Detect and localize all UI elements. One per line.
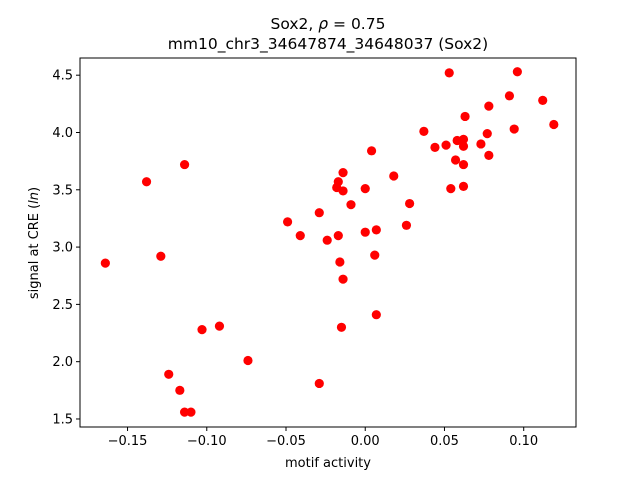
x-tick-label: 0.10 xyxy=(509,434,538,449)
data-point xyxy=(371,225,381,235)
data-point xyxy=(156,251,166,261)
data-point xyxy=(360,184,370,194)
x-tick-label: −0.15 xyxy=(108,434,148,449)
x-tick-label: −0.05 xyxy=(266,434,306,449)
data-point xyxy=(214,321,225,331)
y-tick-label: 3.5 xyxy=(52,183,73,198)
y-tick-label: 1.5 xyxy=(52,412,73,427)
data-point xyxy=(186,407,196,417)
x-tick-label: −0.10 xyxy=(187,434,227,449)
data-point xyxy=(282,217,293,227)
data-point xyxy=(322,235,332,245)
data-point xyxy=(419,126,429,136)
chart-title-rho-symbol: ρ xyxy=(318,15,328,33)
data-point xyxy=(458,159,469,170)
data-point xyxy=(458,181,469,191)
data-point xyxy=(164,369,174,379)
y-tick-label: 2.5 xyxy=(52,298,73,313)
x-tick-label: 0.05 xyxy=(430,434,459,449)
data-point xyxy=(512,67,522,77)
chart-subtitle: mm10_chr3_34647874_34648037 (Sox2) xyxy=(168,35,488,54)
data-point xyxy=(346,200,356,210)
data-point xyxy=(405,198,415,209)
data-point xyxy=(444,68,454,78)
plot-frame xyxy=(79,57,577,428)
y-tick-label: 3.0 xyxy=(52,241,73,256)
y-axis-label-italic: ln xyxy=(27,192,42,204)
data-point xyxy=(175,385,185,395)
chart-title-rho-value: = 0.75 xyxy=(328,15,385,33)
data-point xyxy=(509,124,519,134)
data-point xyxy=(179,159,190,170)
data-point xyxy=(549,119,559,130)
data-point xyxy=(401,220,412,230)
data-point xyxy=(446,184,456,194)
data-point xyxy=(538,95,548,105)
y-axis: 1.5 2.0 2.5 3.0 3.5 4.0 4.5 xyxy=(52,69,80,427)
data-point xyxy=(179,407,190,417)
data-point xyxy=(460,111,470,122)
chart-title: Sox2, ρ = 0.75 xyxy=(271,15,386,33)
data-point xyxy=(482,129,492,139)
data-point xyxy=(338,168,348,178)
chart-title-prefix: Sox2, xyxy=(271,15,319,33)
data-point xyxy=(458,134,469,144)
data-point xyxy=(295,231,305,241)
data-point xyxy=(458,141,469,151)
points-layer xyxy=(100,67,559,417)
y-axis-label-prefix: signal at CRE ( xyxy=(27,204,42,299)
data-point xyxy=(450,155,461,165)
data-point xyxy=(314,208,324,218)
y-axis-label-suffix: ) xyxy=(27,187,42,192)
data-point xyxy=(333,231,343,241)
x-axis: −0.15 −0.10 −0.05 0.00 0.05 0.10 xyxy=(108,427,538,449)
data-point xyxy=(333,177,343,187)
data-point xyxy=(360,227,370,237)
data-point xyxy=(484,101,494,111)
y-axis-label: signal at CRE (ln) xyxy=(27,187,42,299)
data-point xyxy=(197,324,207,335)
data-point xyxy=(335,257,345,267)
data-point xyxy=(338,274,348,284)
data-point xyxy=(366,146,377,156)
plot-area xyxy=(79,57,577,428)
data-point xyxy=(441,140,451,150)
x-tick-label: 0.00 xyxy=(351,434,380,449)
y-tick-label: 4.5 xyxy=(52,69,73,84)
data-point xyxy=(389,171,399,181)
data-point xyxy=(430,142,440,152)
data-point xyxy=(100,258,110,268)
y-tick-label: 2.0 xyxy=(52,355,73,370)
data-point xyxy=(338,186,348,196)
data-point xyxy=(336,322,347,332)
data-point xyxy=(370,250,380,260)
y-tick-label: 4.0 xyxy=(52,126,73,141)
data-point xyxy=(314,378,324,389)
data-point xyxy=(243,355,253,366)
data-point xyxy=(476,139,486,149)
data-point xyxy=(504,91,515,101)
x-axis-label: motif activity xyxy=(285,456,371,471)
data-point xyxy=(371,310,381,320)
data-point xyxy=(484,150,494,161)
data-point xyxy=(141,177,152,187)
